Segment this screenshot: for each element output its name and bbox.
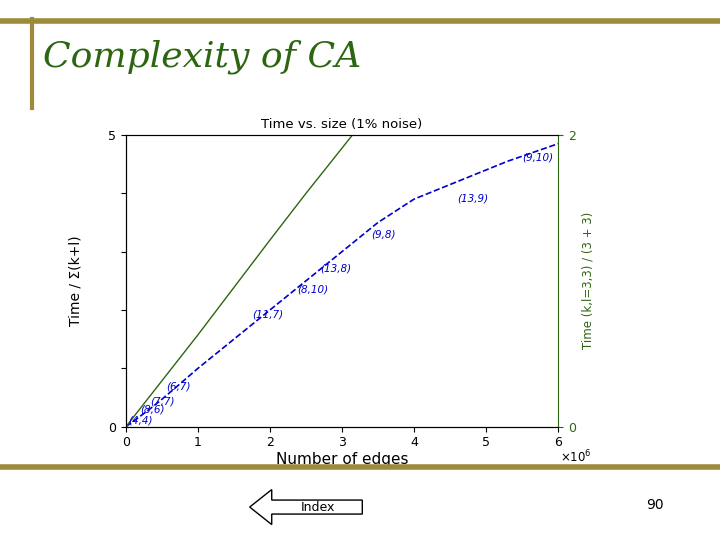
Text: Index: Index (301, 501, 336, 514)
Text: (11,7): (11,7) (252, 310, 283, 320)
Text: (4,4): (4,4) (128, 415, 153, 426)
Text: (6,7): (6,7) (166, 382, 191, 392)
Text: (8,10): (8,10) (297, 284, 328, 294)
Text: (7,7): (7,7) (150, 396, 174, 406)
Y-axis label: Time / Σ(k+l): Time / Σ(k+l) (69, 235, 83, 326)
Polygon shape (250, 490, 362, 524)
X-axis label: Number of edges: Number of edges (276, 452, 408, 467)
Text: 90: 90 (647, 498, 664, 512)
Text: (9,10): (9,10) (522, 153, 553, 163)
Text: Complexity of CA: Complexity of CA (43, 39, 361, 74)
Text: (13,9): (13,9) (457, 194, 488, 204)
Title: Time vs. size (1% noise): Time vs. size (1% noise) (261, 118, 423, 131)
Text: (9,8): (9,8) (371, 230, 395, 240)
Y-axis label: Time (k,l=3,3) / (3 + 3): Time (k,l=3,3) / (3 + 3) (581, 212, 594, 349)
Text: (13,8): (13,8) (320, 264, 351, 274)
Text: $\times 10^6$: $\times 10^6$ (560, 448, 592, 465)
Text: (8,6): (8,6) (140, 405, 165, 415)
